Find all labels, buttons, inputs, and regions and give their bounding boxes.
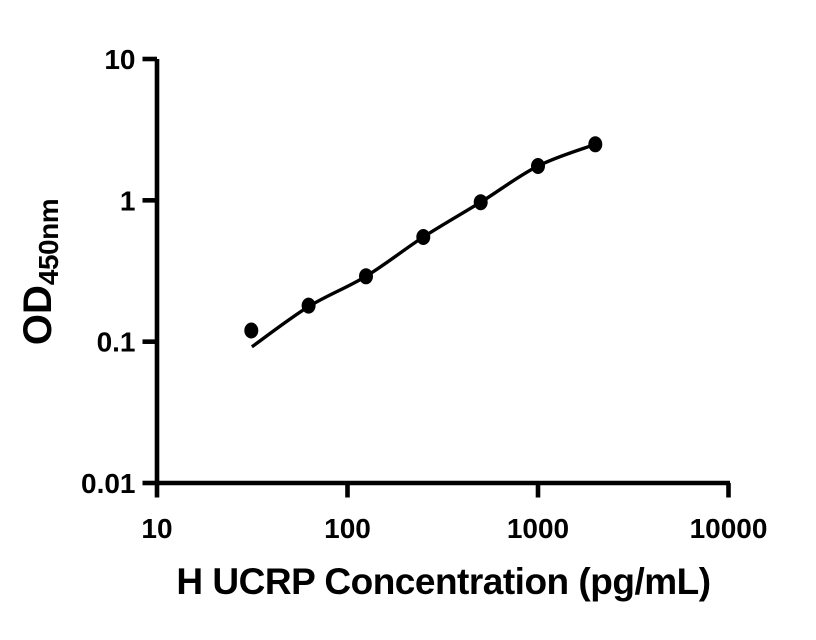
- y-tick-label-1: 1: [120, 185, 136, 216]
- y-axis-title-main: OD: [16, 285, 60, 346]
- y-axis-title: OD450nm: [13, 122, 64, 422]
- x-tick-label-1000: 1000: [507, 513, 569, 544]
- x-tick-label-10000: 10000: [690, 513, 768, 544]
- y-tick-label-0.01: 0.01: [81, 468, 136, 499]
- data-point-3: [359, 268, 373, 285]
- data-point-6: [531, 158, 545, 174]
- y-tick-label-0.1: 0.1: [97, 327, 136, 358]
- data-point-1: [244, 322, 259, 339]
- y-axis-title-subscript: 450nm: [33, 198, 64, 286]
- y-tick-label-10: 10: [104, 44, 135, 75]
- data-point-2: [301, 297, 316, 314]
- x-tick-label-100: 100: [324, 513, 371, 544]
- x-axis-title: H UCRP Concentration (pg/mL): [176, 561, 711, 602]
- fitted-standard-curve: [250, 142, 596, 349]
- axis-spine: [154, 59, 730, 486]
- data-point-7: [588, 136, 603, 153]
- data-point-5: [473, 194, 488, 211]
- x-tick-label-10: 10: [141, 513, 172, 544]
- data-point-4: [416, 229, 431, 245]
